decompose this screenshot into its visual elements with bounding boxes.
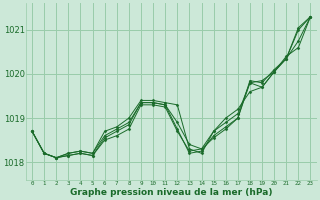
X-axis label: Graphe pression niveau de la mer (hPa): Graphe pression niveau de la mer (hPa) [70, 188, 273, 197]
